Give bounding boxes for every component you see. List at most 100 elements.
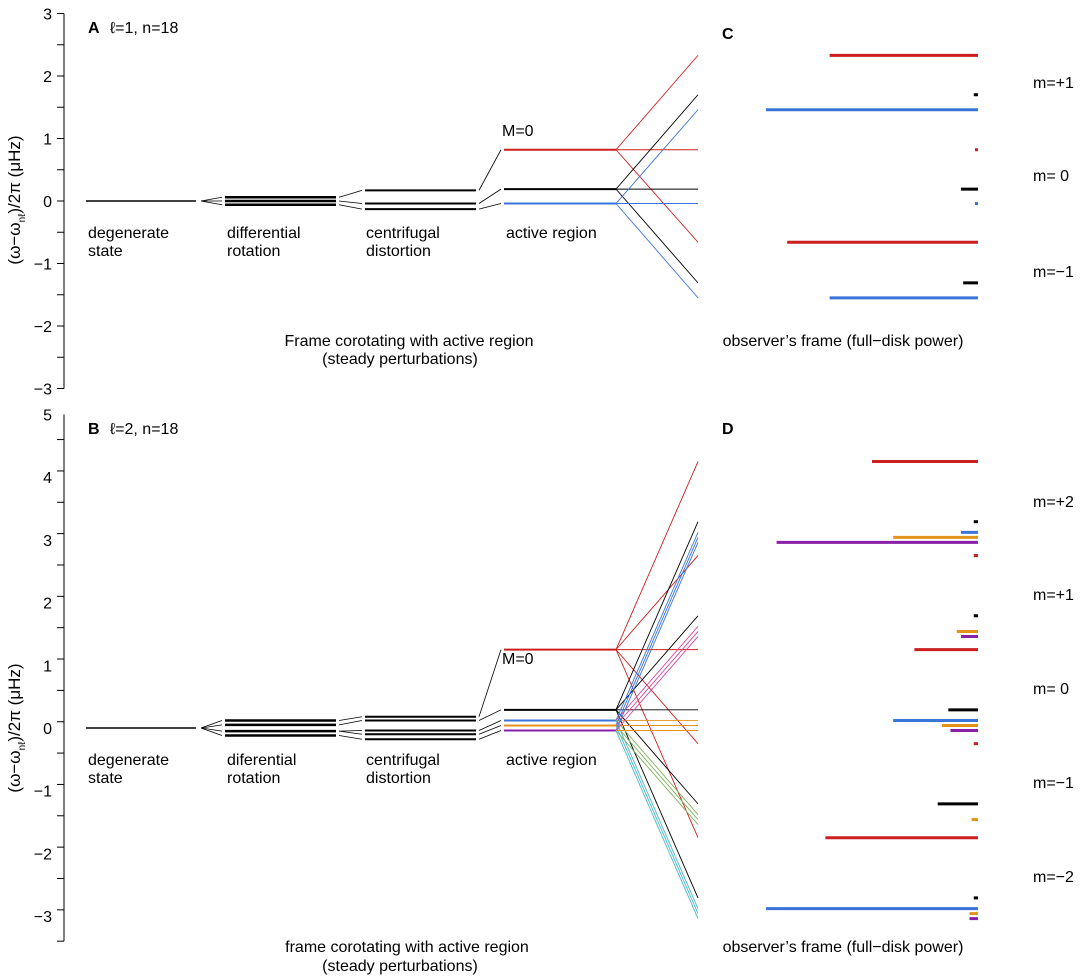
m-label-bottom-plus1: m=+1 (1033, 587, 1074, 604)
fan-line-red (615, 461, 699, 650)
y-tick-label: 5 (43, 408, 52, 425)
fan-line-red (615, 649, 699, 838)
fan-line-red (615, 55, 699, 151)
fan-line-blue (615, 720, 699, 815)
fan-line-orange (615, 725, 699, 820)
fan-line-black (615, 94, 699, 190)
connector-deg-diff (200, 720, 223, 729)
y-tick-label: −1 (34, 257, 52, 274)
fan-line-purple (615, 730, 699, 825)
y-tick-label: −3 (34, 909, 52, 926)
connector-diff-cent (338, 735, 363, 740)
y-tick-label: −2 (34, 319, 52, 336)
connector-cent-active (478, 649, 502, 717)
m0-label-bottom: M=0 (502, 651, 534, 668)
m-label-bottom-0: m= 0 (1033, 681, 1069, 698)
caption-bottom-left-1: frame corotating with active region (285, 939, 529, 956)
fan-line-blue (615, 203, 699, 299)
fan-line-black (615, 188, 699, 284)
connector-deg-diff (200, 196, 223, 202)
stage-label-active-bottom: active region (506, 752, 597, 769)
connector-deg-diff (200, 724, 223, 729)
stage-label-degenerate-top: degenerate (88, 225, 169, 242)
m-label-bottom-plus2: m=+2 (1033, 494, 1074, 511)
fan-line-red (615, 149, 699, 243)
y-axis-label-top: (ω−ωnℓ)/2π (μHz) (5, 135, 28, 264)
fan-line-purple (615, 730, 699, 919)
y-tick-label: 0 (43, 194, 52, 211)
stage-label-degenerate-bottom-2: state (88, 770, 123, 787)
panel-d-letter: D (722, 421, 734, 438)
y-tick-label: 0 (43, 721, 52, 738)
fan-line-purple (615, 636, 699, 731)
m-label-top-0: m= 0 (1033, 168, 1069, 185)
stage-label-differential-bottom-2: rotation (227, 770, 280, 787)
levels-bottom (86, 648, 616, 741)
y-tick-label: 4 (43, 470, 52, 487)
m0-label-top: M=0 (502, 123, 534, 140)
fan-line-black (615, 615, 699, 711)
fan-line-blue (615, 720, 699, 909)
stage-label-degenerate-bottom: degenerate (88, 752, 169, 769)
y-tick-label: 3 (43, 7, 52, 24)
levels-top (86, 148, 616, 211)
stage-label-centrifugal-bottom-2: distortion (366, 770, 431, 787)
y-tick-label: 2 (43, 596, 52, 613)
connector-deg-diff (200, 727, 223, 736)
fan-bottom (615, 461, 699, 919)
stage-label-centrifugal-top-2: distortion (366, 243, 431, 260)
y-tick-label: −3 (34, 382, 52, 399)
connector-diff-cent (338, 716, 363, 721)
fan-line-black (615, 709, 699, 899)
panel-b-title: ℓ=2, n=18 (110, 421, 178, 438)
connector-cent-active (478, 188, 502, 204)
connector-diff-cent (338, 204, 363, 210)
observer-bars-bottom (766, 460, 978, 921)
connector-cent-active (478, 203, 502, 210)
connector-diff-cent (338, 720, 363, 726)
m-label-bottom-minus1: m=−1 (1033, 775, 1074, 792)
stage-label-centrifugal-top: centrifugal (366, 225, 440, 242)
fan-line-black (615, 521, 699, 710)
panel-bottom: −3 −2 −1 0 1 2 3 4 5 (ω−ωnℓ)/2π (μHz) B ℓ=2, n=1… (5, 408, 1074, 976)
stage-label-differential-top: differential (227, 225, 301, 242)
m-label-top-plus1: m=+1 (1033, 75, 1074, 92)
y-axis-top: −3 −2 −1 0 1 2 3 (34, 7, 65, 399)
fan-line-black (615, 709, 699, 805)
connector-cent-active (478, 720, 502, 731)
y-axis-bottom: −3 −2 −1 0 1 2 3 4 5 (34, 408, 65, 942)
caption-bottom-right: observer’s frame (full−disk power) (723, 939, 964, 956)
stage-label-degenerate-top-2: state (88, 243, 123, 260)
caption-top-right: observer’s frame (full−disk power) (723, 333, 964, 350)
fan-line-orange (615, 537, 699, 726)
connector-cent-active (478, 709, 502, 721)
fan-line-blue (615, 532, 699, 721)
connector-diff-cent (338, 730, 363, 735)
caption-top-left-2: (steady perturbations) (322, 351, 478, 368)
fan-line-blue (615, 109, 699, 204)
caption-top-left-1: Frame corotating with active region (285, 333, 534, 350)
caption-bottom-left-2: (steady perturbations) (322, 958, 478, 975)
stage-label-active-top: active region (506, 225, 597, 242)
stage-label-differential-bottom: diferential (227, 752, 296, 769)
connector-cent-active (478, 730, 502, 740)
fan-line-orange (615, 725, 699, 914)
observer-bars-top (766, 53, 978, 300)
panel-c-letter: C (722, 26, 734, 43)
y-tick-label: −2 (34, 846, 52, 863)
connector-diff-cent (338, 200, 363, 204)
connector-cent-active (478, 149, 502, 191)
y-axis-label-bottom: (ω−ωnℓ)/2π (μHz) (5, 663, 28, 792)
stage-label-differential-top-2: rotation (227, 243, 280, 260)
panel-a-letter: A (88, 20, 100, 37)
fan-line-orange (615, 631, 699, 726)
m-label-bottom-minus2: m=−2 (1033, 869, 1074, 886)
y-tick-label: 3 (43, 533, 52, 550)
y-tick-label: 2 (43, 69, 52, 86)
fan-line-purple (615, 542, 699, 731)
fan-top (615, 55, 699, 299)
y-tick-label: 1 (43, 658, 52, 675)
panel-a-title: ℓ=1, n=18 (110, 20, 178, 37)
